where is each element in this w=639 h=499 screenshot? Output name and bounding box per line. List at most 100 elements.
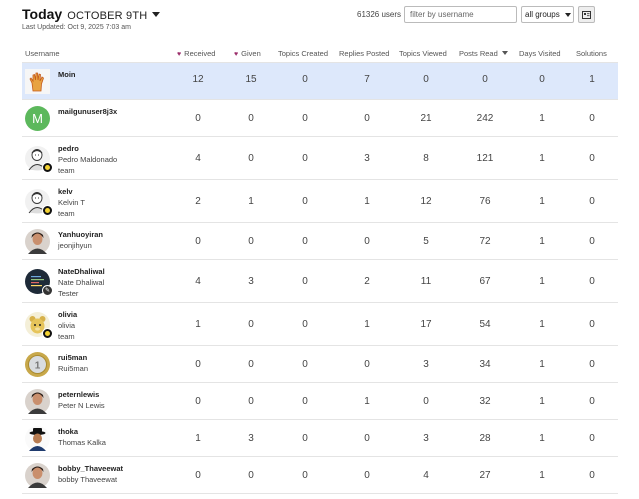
username-link[interactable]: thoka — [58, 427, 79, 436]
username-link[interactable]: Moin — [58, 70, 76, 79]
photo-avatar-icon[interactable] — [25, 229, 50, 254]
groups-select[interactable]: all groups — [521, 6, 574, 23]
cell-given: 0 — [248, 396, 254, 407]
table-row[interactable]: 1 rui5man Rui5man 0 0 0 0 3 34 1 0 — [22, 346, 618, 383]
cell-replies-posted: 0 — [364, 470, 370, 481]
table-row[interactable]: thoka Thomas Kalka 1 3 0 0 3 28 1 0 — [22, 420, 618, 457]
code-avatar-icon[interactable]: ✎ — [25, 269, 53, 296]
username-link[interactable]: pedro — [58, 144, 79, 153]
user-full-name: bobby Thaveewat — [58, 475, 118, 484]
username-link[interactable]: rui5man — [58, 353, 88, 362]
letter-avatar-icon[interactable]: M — [25, 106, 50, 131]
cell-posts-read: 27 — [479, 470, 491, 481]
cell-topics-viewed: 8 — [423, 153, 429, 164]
user-identity: peternlewis Peter N Lewis — [58, 389, 105, 411]
username-link[interactable]: kelv — [58, 187, 73, 196]
user-full-name: Nate Dhaliwal — [58, 278, 105, 287]
user-full-name: olivia — [58, 321, 76, 330]
cell-topics-viewed: 0 — [423, 396, 429, 407]
photo-avatar-icon[interactable] — [25, 463, 50, 488]
table-row[interactable]: pedro Pedro Maldonado team 4 0 0 3 8 121 1 0 — [22, 137, 618, 180]
cell-solutions: 0 — [589, 236, 595, 247]
cell-received: 4 — [195, 276, 201, 287]
hat-portrait-avatar-icon[interactable] — [25, 426, 50, 451]
caret-down-icon[interactable] — [152, 12, 161, 17]
cell-solutions: 0 — [589, 470, 595, 481]
table-row[interactable]: Yanhuoyiran jeonjihyun 0 0 0 0 5 72 1 0 — [22, 223, 618, 260]
column-header-days-visited[interactable]: Days Visited — [519, 49, 561, 58]
username-link[interactable]: mailgunuser8j3x — [58, 107, 118, 116]
column-header-topics-created[interactable]: Topics Created — [278, 49, 329, 58]
cell-solutions: 0 — [589, 433, 595, 444]
cell-topics-created: 0 — [302, 396, 308, 407]
table-header: Username ♥ Received ♥ Given Topics Created… — [22, 45, 618, 63]
column-header-given-label: Given — [241, 49, 261, 58]
cell-replies-posted: 1 — [364, 196, 370, 207]
column-header-given[interactable]: ♥ Given — [234, 49, 261, 58]
sketch-portrait-avatar-icon[interactable] — [25, 189, 53, 216]
cell-topics-viewed: 3 — [423, 433, 429, 444]
view-toggle-button[interactable] — [578, 6, 595, 23]
tester-badge-icon: ✎ — [42, 285, 53, 296]
column-header-posts-read[interactable]: Posts Read — [459, 49, 508, 58]
table-row[interactable]: olivia olivia team 1 0 0 1 17 54 1 0 — [22, 303, 618, 346]
column-header-replies-posted[interactable]: Replies Posted — [339, 49, 390, 58]
username-link[interactable]: bobby_Thaveewat — [58, 464, 124, 473]
photo-avatar-icon[interactable] — [25, 389, 50, 414]
table-row[interactable]: ✎ NateDhaliwal Nate Dhaliwal Tester 4 3 0 2 11 67… — [22, 260, 618, 303]
cell-days-visited: 1 — [539, 433, 545, 444]
column-header-solutions[interactable]: Solutions — [576, 49, 607, 58]
card-view-icon — [582, 10, 591, 19]
cell-solutions: 0 — [589, 319, 595, 330]
cell-received: 1 — [195, 319, 201, 330]
cell-posts-read: 67 — [479, 276, 491, 287]
caret-down-icon — [564, 12, 571, 17]
cell-days-visited: 1 — [539, 470, 545, 481]
flair-badge-icon — [42, 328, 53, 339]
cell-posts-read: 242 — [476, 113, 494, 124]
heart-icon: ♥ — [234, 51, 239, 58]
cell-given: 0 — [248, 359, 254, 370]
users-count: 61326 users — [357, 10, 402, 19]
title-date: OCTOBER 9TH — [67, 10, 148, 22]
username-link[interactable]: peternlewis — [58, 390, 100, 399]
username-link[interactable]: NateDhaliwal — [58, 267, 105, 276]
coin-avatar-icon[interactable]: 1 — [25, 352, 50, 377]
table-row[interactable]: bobby_Thaveewat bobby Thaveewat 0 0 0 0 4 27 1 0 — [22, 457, 618, 494]
cell-topics-created: 0 — [302, 113, 308, 124]
user-identity: olivia olivia team — [58, 309, 77, 342]
cell-topics-created: 0 — [302, 276, 308, 287]
cell-given: 0 — [248, 236, 254, 247]
cell-received: 1 — [195, 433, 201, 444]
plush-toy-avatar-icon[interactable] — [25, 312, 53, 339]
cell-received: 0 — [195, 470, 201, 481]
table-row[interactable]: Moin 12 15 0 7 0 0 0 1 — [22, 63, 618, 100]
cell-days-visited: 1 — [539, 276, 545, 287]
cell-replies-posted: 3 — [364, 153, 370, 164]
table-row[interactable]: peternlewis Peter N Lewis 0 0 0 1 0 32 1 0 — [22, 383, 618, 420]
sketch-portrait-avatar-icon[interactable] — [25, 146, 53, 173]
cell-topics-created: 0 — [302, 433, 308, 444]
period-title[interactable]: Today OCTOBER 9TH — [22, 6, 161, 22]
column-header-topics-viewed[interactable]: Topics Viewed — [399, 49, 447, 58]
username-link[interactable]: Yanhuoyiran — [58, 230, 104, 239]
username-filter-input[interactable] — [404, 6, 517, 23]
table-row[interactable]: kelv Kelvin T team 2 1 0 1 12 76 1 0 — [22, 180, 618, 223]
username-link[interactable]: olivia — [58, 310, 78, 319]
cell-days-visited: 1 — [539, 359, 545, 370]
column-header-received[interactable]: ♥ Received — [177, 49, 215, 58]
cell-given: 3 — [248, 433, 254, 444]
svg-text:M: M — [32, 111, 43, 126]
column-header-username[interactable]: Username — [25, 49, 60, 58]
cell-topics-created: 0 — [302, 319, 308, 330]
cell-topics-viewed: 11 — [420, 276, 432, 287]
cell-given: 0 — [248, 113, 254, 124]
cell-topics-created: 0 — [302, 470, 308, 481]
cell-received: 12 — [192, 74, 204, 85]
hand-avatar-icon[interactable] — [25, 69, 50, 94]
cell-replies-posted: 7 — [364, 74, 370, 85]
cell-posts-read: 32 — [479, 396, 491, 407]
cell-solutions: 0 — [589, 196, 595, 207]
cell-given: 0 — [248, 319, 254, 330]
